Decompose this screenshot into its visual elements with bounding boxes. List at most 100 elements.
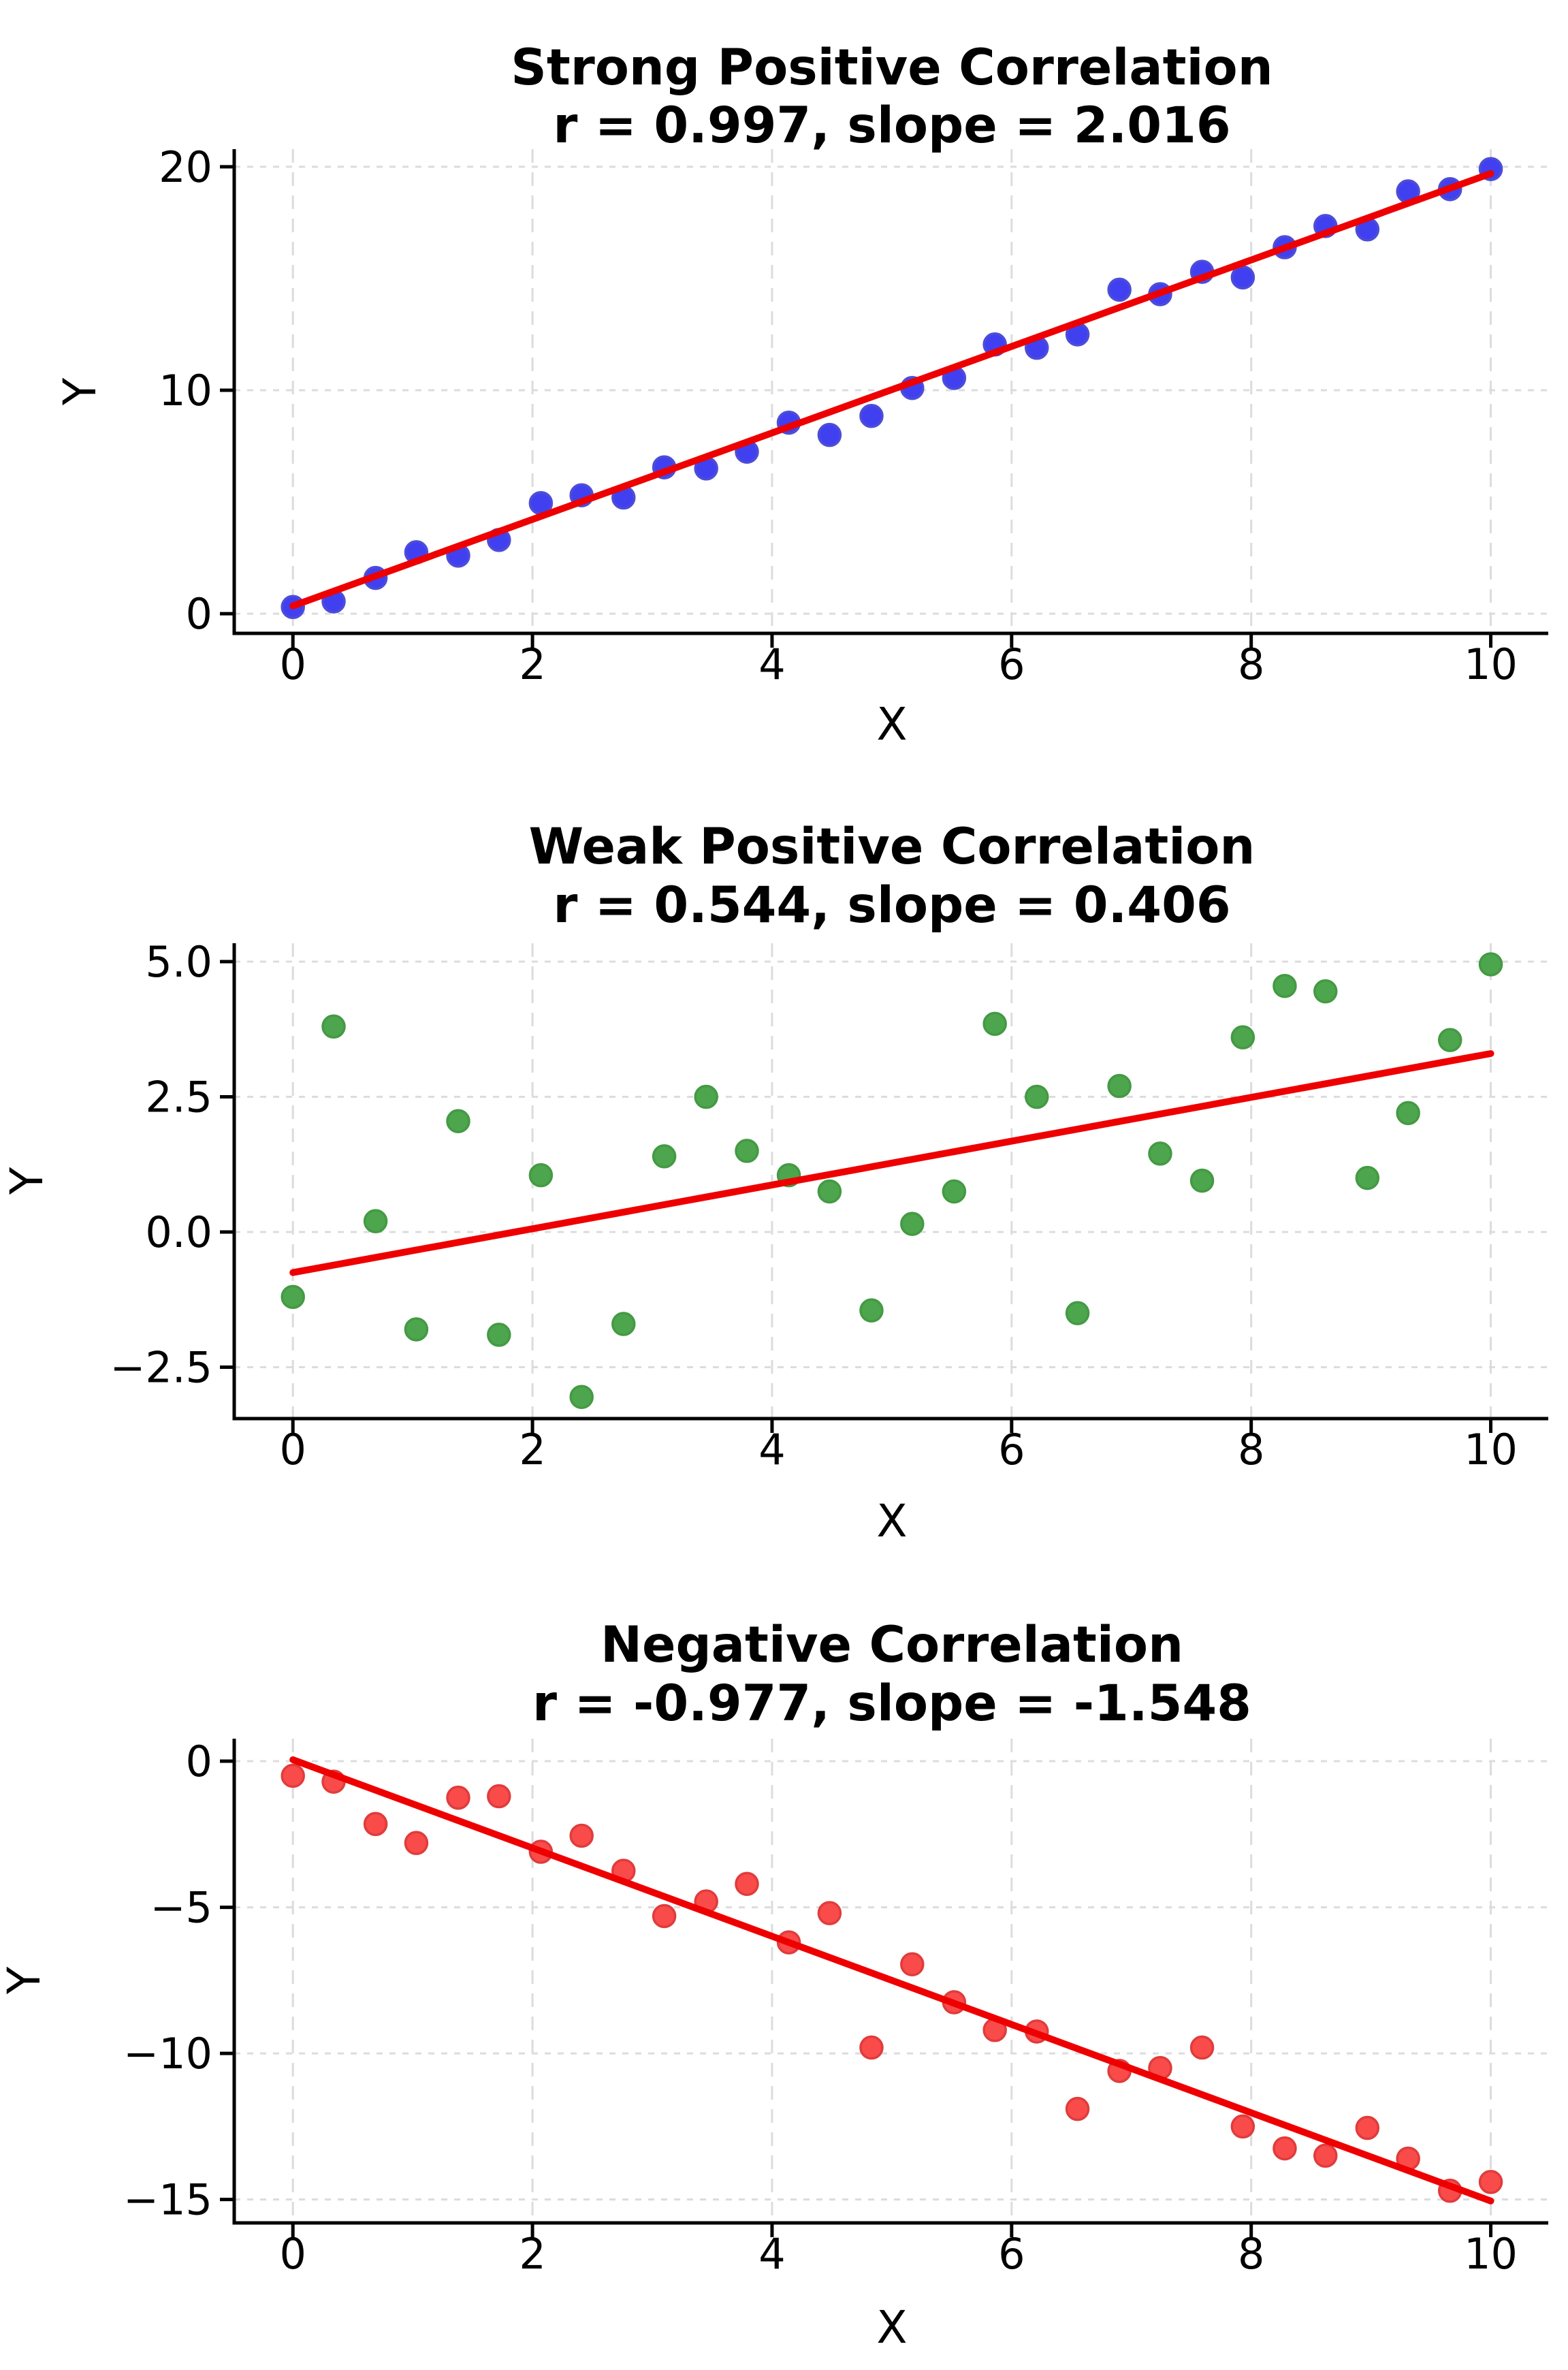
scatter-point xyxy=(1355,2115,1380,2140)
scatter-point xyxy=(1230,2114,1255,2139)
scatter-point xyxy=(652,1903,677,1929)
scatter-point xyxy=(1355,1165,1380,1190)
scatter-point xyxy=(569,1385,594,1409)
y-tick-label: 20 xyxy=(159,142,212,192)
chart-subtitle: r = -0.977, slope = -1.548 xyxy=(532,1675,1251,1733)
regression-line xyxy=(289,1049,1494,1276)
x-tick-label: 8 xyxy=(1238,1425,1264,1474)
y-tick-label: 0 xyxy=(186,1737,212,1786)
scatter-point xyxy=(611,1312,636,1336)
regression-line xyxy=(289,170,1494,610)
x-tick-label: 6 xyxy=(998,1425,1025,1474)
scatter-point xyxy=(735,1139,759,1163)
x-tick-label: 10 xyxy=(1464,2229,1518,2279)
y-tick-label: −2.5 xyxy=(110,1343,212,1393)
scatter-point xyxy=(982,1011,1007,1037)
scatter-point xyxy=(1230,265,1255,290)
scatter-point xyxy=(487,1784,511,1809)
x-tick-label: 2 xyxy=(519,639,545,689)
scatter-point xyxy=(569,1823,594,1848)
scatter-point xyxy=(487,1323,511,1347)
x-tick-label: 10 xyxy=(1464,639,1518,689)
scatter-point xyxy=(446,1109,470,1134)
y-tick-label: −10 xyxy=(123,2029,212,2079)
y-tick-label: 5.0 xyxy=(145,937,212,987)
x-axis-label: X xyxy=(876,2301,907,2354)
y-tick-label: −5 xyxy=(150,1883,212,1933)
y-tick-label: −15 xyxy=(123,2175,212,2225)
scatter-point xyxy=(817,1179,842,1204)
scatter-point xyxy=(1313,979,1338,1004)
scatter-point xyxy=(1273,2136,1297,2161)
x-tick-label: 0 xyxy=(279,1425,306,1474)
scatter-point xyxy=(1396,1101,1420,1126)
scatter-point xyxy=(817,422,842,447)
x-tick-label: 10 xyxy=(1464,1425,1518,1474)
scatter-point xyxy=(859,2035,884,2060)
scatter-point xyxy=(1148,1141,1172,1166)
y-tick-label: 10 xyxy=(159,366,212,415)
x-tick-label: 2 xyxy=(519,1425,545,1474)
scatter-point xyxy=(321,1014,346,1039)
plot-area: 0 10 20 0 2 4 6 8 10 xyxy=(159,142,1548,689)
scatter-point xyxy=(1273,973,1297,998)
scatter-point xyxy=(859,404,884,428)
chart-title: Weak Positive Correlation xyxy=(529,818,1255,876)
x-tick-label: 4 xyxy=(758,1425,785,1474)
scatter-point xyxy=(404,1317,429,1342)
x-tick-label: 0 xyxy=(279,639,306,689)
regression-line xyxy=(289,1756,1494,2205)
chart-title: Strong Positive Correlation xyxy=(511,39,1273,97)
scatter-point xyxy=(652,1144,677,1169)
plot-area: 5.0 2.5 0.0 −2.5 0 2 4 6 8 10 xyxy=(110,937,1548,1474)
subplot-negative-correlation: 0 −5 −10 −15 0 2 4 6 8 10 Negative Correlation r … xyxy=(0,1616,1548,2354)
x-tick-label: 4 xyxy=(758,639,785,689)
scatter-point xyxy=(363,1209,388,1233)
subplot-strong-positive-correlation: 0 10 20 0 2 4 6 8 10 Strong Positive Correlation… xyxy=(54,39,1548,750)
scatter-point xyxy=(900,1952,925,1977)
x-tick-label: 8 xyxy=(1238,639,1264,689)
x-tick-label: 8 xyxy=(1238,2229,1264,2279)
scatter-point xyxy=(942,1179,967,1204)
x-tick-label: 0 xyxy=(279,2229,306,2279)
x-axis-label: X xyxy=(876,1495,907,1547)
x-tick-label: 6 xyxy=(998,639,1025,689)
x-axis-label: X xyxy=(876,698,907,750)
scatter-point xyxy=(528,1163,554,1188)
chart-subtitle: r = 0.544, slope = 0.406 xyxy=(553,876,1230,934)
scatter-point xyxy=(281,1763,305,1788)
scatter-point xyxy=(1478,2170,1503,2194)
scatter-point xyxy=(1107,1073,1132,1099)
x-tick-label: 2 xyxy=(519,2229,545,2279)
subplot-weak-positive-correlation: 5.0 2.5 0.0 −2.5 0 2 4 6 8 10 Weak Positive Corre… xyxy=(1,818,1548,1547)
scatter-point xyxy=(859,1298,884,1323)
y-axis-label: Y xyxy=(54,377,106,406)
scatter-point xyxy=(1313,2143,1338,2168)
scatter-point xyxy=(735,1871,759,1897)
scatter-point xyxy=(446,1785,470,1810)
scatter-point xyxy=(1189,1168,1215,1193)
scatter-point xyxy=(1437,1028,1462,1052)
scatter-point xyxy=(1025,1084,1049,1109)
x-tick-label: 6 xyxy=(998,2229,1025,2279)
scatter-point xyxy=(281,1284,305,1310)
x-tick-label: 4 xyxy=(758,2229,785,2279)
y-axis-label: Y xyxy=(1,1167,53,1195)
scatter-point xyxy=(1478,952,1503,977)
chart-subtitle: r = 0.997, slope = 2.016 xyxy=(553,97,1230,155)
y-tick-label: 2.5 xyxy=(145,1073,212,1122)
scatter-point xyxy=(694,1084,718,1109)
scatter-point xyxy=(900,1212,925,1236)
plot-area: 0 −5 −10 −15 0 2 4 6 8 10 xyxy=(123,1737,1548,2279)
y-tick-label: 0 xyxy=(186,589,212,639)
scatter-point xyxy=(363,1812,388,1837)
scatter-point xyxy=(1107,277,1132,302)
scatter-point xyxy=(1189,2035,1215,2060)
chart-title: Negative Correlation xyxy=(601,1616,1183,1674)
scatter-point xyxy=(1230,1025,1255,1049)
scatter-point xyxy=(817,1901,842,1925)
y-axis-label: Y xyxy=(0,1966,50,1995)
y-tick-label: 0.0 xyxy=(145,1207,212,1257)
scatter-point xyxy=(404,1831,429,1855)
